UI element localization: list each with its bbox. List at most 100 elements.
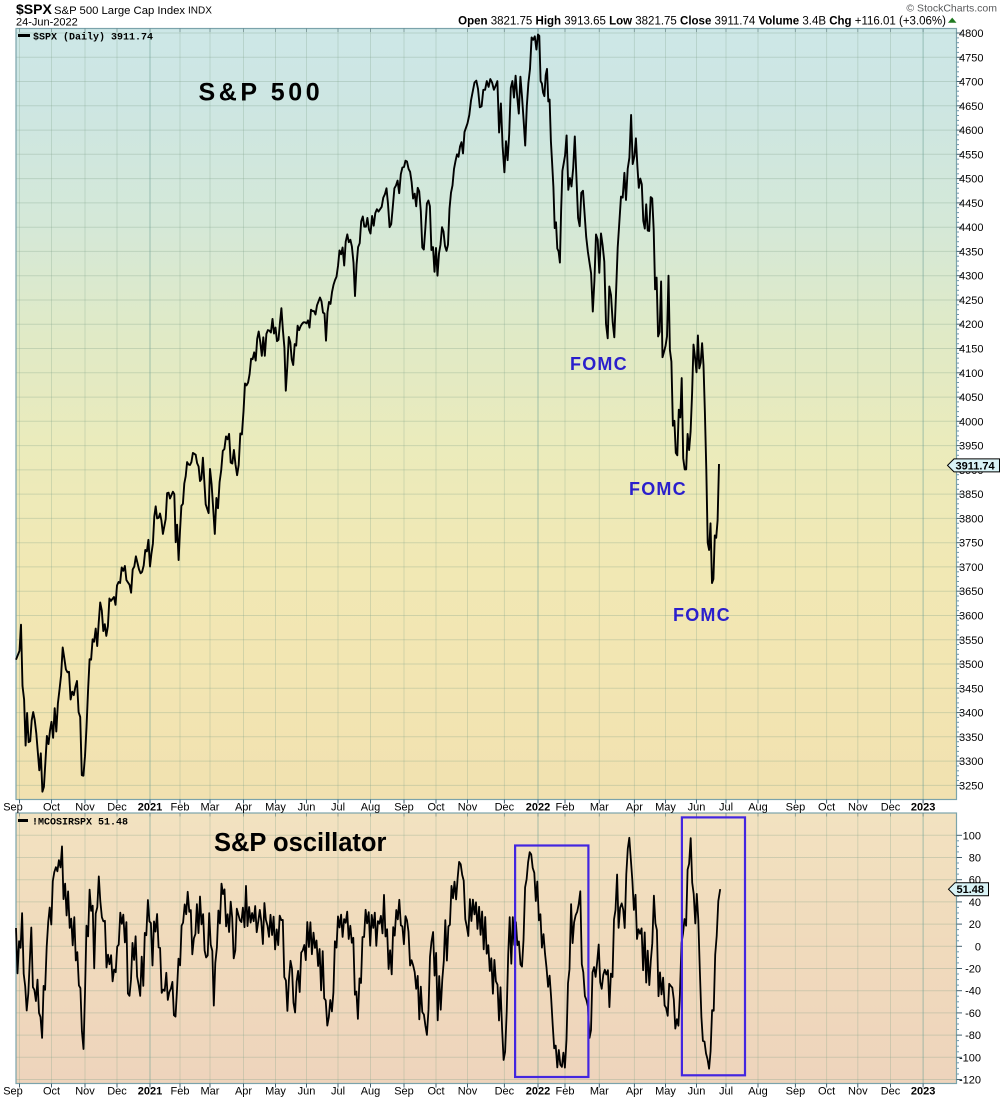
svg-text:May: May	[265, 802, 286, 814]
svg-text:Sep: Sep	[394, 802, 414, 814]
svg-text:S&P 500 Large Cap Index: S&P 500 Large Cap Index	[54, 5, 185, 17]
svg-text:Open 3821.75 High 3913.65 Low: Open 3821.75 High 3913.65 Low 3821.75 Cl…	[458, 16, 946, 28]
svg-text:Jun: Jun	[298, 1086, 316, 1098]
svg-text:$SPX (Daily) 3911.74: $SPX (Daily) 3911.74	[33, 32, 153, 44]
svg-text:3850: 3850	[959, 489, 983, 501]
svg-text:3950: 3950	[959, 441, 983, 453]
svg-text:Nov: Nov	[75, 802, 95, 814]
svg-text:-80: -80	[965, 1030, 981, 1042]
svg-text:51.48: 51.48	[957, 884, 985, 896]
svg-text:Nov: Nov	[458, 1086, 478, 1098]
svg-text:Aug: Aug	[748, 802, 768, 814]
svg-text:Dec: Dec	[107, 1086, 127, 1098]
svg-text:2023: 2023	[911, 1086, 935, 1098]
svg-text:4650: 4650	[959, 101, 983, 113]
svg-text:FOMC: FOMC	[673, 605, 731, 625]
svg-text:3450: 3450	[959, 683, 983, 695]
svg-text:100: 100	[963, 830, 981, 842]
svg-text:4750: 4750	[959, 52, 983, 64]
svg-text:S&P oscillator: S&P oscillator	[214, 829, 387, 857]
svg-text:Jun: Jun	[688, 802, 706, 814]
svg-text:May: May	[655, 802, 676, 814]
svg-text:-40: -40	[965, 986, 981, 998]
svg-text:2022: 2022	[526, 1086, 550, 1098]
svg-text:Apr: Apr	[626, 1086, 643, 1098]
svg-text:Sep: Sep	[3, 1086, 23, 1098]
svg-text:0: 0	[975, 941, 981, 953]
svg-text:24-Jun-2022: 24-Jun-2022	[16, 17, 78, 29]
svg-text:4100: 4100	[959, 368, 983, 380]
svg-text:Mar: Mar	[201, 1086, 220, 1098]
svg-text:Dec: Dec	[495, 802, 515, 814]
svg-text:Oct: Oct	[427, 802, 444, 814]
svg-text:Oct: Oct	[43, 802, 60, 814]
svg-text:Aug: Aug	[361, 1086, 381, 1098]
svg-text:© StockCharts.com: © StockCharts.com	[906, 3, 997, 15]
svg-text:3650: 3650	[959, 586, 983, 598]
svg-text:!MCOSIRSPX 51.48: !MCOSIRSPX 51.48	[32, 818, 128, 829]
svg-text:3500: 3500	[959, 659, 983, 671]
svg-text:Sep: Sep	[3, 802, 23, 814]
svg-text:Oct: Oct	[818, 802, 835, 814]
svg-text:Jun: Jun	[688, 1086, 706, 1098]
svg-text:3600: 3600	[959, 611, 983, 623]
svg-text:Dec: Dec	[495, 1086, 515, 1098]
svg-text:4000: 4000	[959, 416, 983, 428]
svg-text:4050: 4050	[959, 392, 983, 404]
svg-text:3911.74: 3911.74	[956, 460, 996, 472]
svg-text:FOMC: FOMC	[570, 354, 628, 374]
svg-text:Nov: Nov	[848, 1086, 868, 1098]
svg-text:Dec: Dec	[107, 802, 127, 814]
svg-text:Jul: Jul	[719, 1086, 733, 1098]
svg-text:Nov: Nov	[458, 802, 478, 814]
svg-text:3800: 3800	[959, 513, 983, 525]
svg-text:INDX: INDX	[188, 6, 212, 17]
svg-text:3350: 3350	[959, 732, 983, 744]
svg-text:4200: 4200	[959, 319, 983, 331]
svg-text:Jul: Jul	[331, 1086, 345, 1098]
svg-text:3400: 3400	[959, 708, 983, 720]
svg-text:Jul: Jul	[719, 802, 733, 814]
svg-text:80: 80	[969, 853, 981, 865]
svg-text:4500: 4500	[959, 174, 983, 186]
svg-text:Aug: Aug	[361, 802, 381, 814]
svg-text:Feb: Feb	[556, 1086, 575, 1098]
svg-text:-20: -20	[965, 964, 981, 976]
svg-text:Nov: Nov	[75, 1086, 95, 1098]
svg-text:3750: 3750	[959, 538, 983, 550]
svg-text:$SPX: $SPX	[16, 1, 52, 17]
svg-text:20: 20	[969, 919, 981, 931]
svg-text:Sep: Sep	[394, 1086, 414, 1098]
svg-text:Feb: Feb	[171, 802, 190, 814]
svg-text:Aug: Aug	[748, 1086, 768, 1098]
svg-text:Mar: Mar	[590, 1086, 609, 1098]
svg-text:2022: 2022	[526, 802, 550, 814]
svg-text:3550: 3550	[959, 635, 983, 647]
svg-text:3300: 3300	[959, 756, 983, 768]
svg-text:Mar: Mar	[590, 802, 609, 814]
svg-text:4250: 4250	[959, 295, 983, 307]
svg-text:4700: 4700	[959, 77, 983, 89]
svg-text:4300: 4300	[959, 271, 983, 283]
svg-text:Jul: Jul	[331, 802, 345, 814]
svg-text:Oct: Oct	[818, 1086, 835, 1098]
svg-text:4400: 4400	[959, 222, 983, 234]
svg-text:2021: 2021	[138, 1086, 162, 1098]
svg-text:Nov: Nov	[848, 802, 868, 814]
svg-text:Mar: Mar	[201, 802, 220, 814]
svg-text:Apr: Apr	[235, 802, 252, 814]
svg-text:Oct: Oct	[43, 1086, 60, 1098]
svg-text:Feb: Feb	[171, 1086, 190, 1098]
svg-text:40: 40	[969, 897, 981, 909]
svg-text:2023: 2023	[911, 802, 935, 814]
svg-text:4150: 4150	[959, 344, 983, 356]
svg-text:Apr: Apr	[235, 1086, 252, 1098]
svg-text:May: May	[655, 1086, 676, 1098]
svg-text:-100: -100	[959, 1052, 981, 1064]
svg-text:4800: 4800	[959, 28, 983, 40]
svg-text:May: May	[265, 1086, 286, 1098]
svg-text:Oct: Oct	[427, 1086, 444, 1098]
svg-text:3250: 3250	[959, 780, 983, 792]
svg-text:FOMC: FOMC	[629, 479, 687, 499]
svg-text:Feb: Feb	[556, 802, 575, 814]
